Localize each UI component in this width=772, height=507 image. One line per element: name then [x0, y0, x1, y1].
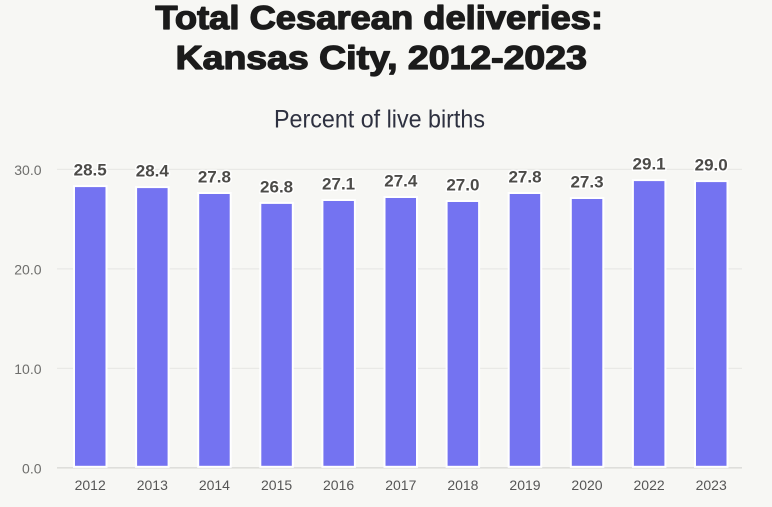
svg-text:27.1: 27.1 — [322, 175, 355, 194]
svg-text:Kansas City, 2012-2023: Kansas City, 2012-2023 — [176, 39, 587, 76]
svg-text:20.0: 20.0 — [14, 262, 41, 278]
svg-text:29.1: 29.1 — [633, 155, 666, 174]
svg-text:28.4: 28.4 — [136, 162, 170, 181]
svg-text:27.3: 27.3 — [570, 173, 603, 192]
svg-text:27.0: 27.0 — [446, 176, 479, 195]
svg-text:Percent of live births: Percent of live births — [274, 105, 485, 133]
svg-text:29.0: 29.0 — [695, 156, 728, 175]
svg-text:2019: 2019 — [509, 477, 540, 493]
svg-text:2017: 2017 — [385, 477, 416, 493]
svg-text:2020: 2020 — [571, 477, 602, 493]
svg-text:2023: 2023 — [696, 477, 727, 493]
svg-text:30.0: 30.0 — [14, 162, 41, 178]
svg-text:2012: 2012 — [75, 477, 106, 493]
svg-text:2022: 2022 — [634, 477, 665, 493]
svg-text:2013: 2013 — [137, 477, 168, 493]
svg-text:2018: 2018 — [447, 477, 478, 493]
svg-text:27.4: 27.4 — [384, 172, 418, 191]
svg-text:0.0: 0.0 — [22, 461, 42, 477]
svg-text:2014: 2014 — [199, 477, 230, 493]
svg-text:28.5: 28.5 — [74, 161, 107, 180]
svg-text:27.8: 27.8 — [508, 168, 541, 187]
svg-text:10.0: 10.0 — [14, 361, 41, 377]
svg-text:2015: 2015 — [261, 477, 292, 493]
svg-text:Total Cesarean deliveries:: Total Cesarean deliveries: — [155, 0, 603, 36]
svg-text:27.8: 27.8 — [198, 168, 231, 187]
svg-text:26.8: 26.8 — [260, 177, 293, 196]
svg-text:2016: 2016 — [323, 477, 354, 493]
